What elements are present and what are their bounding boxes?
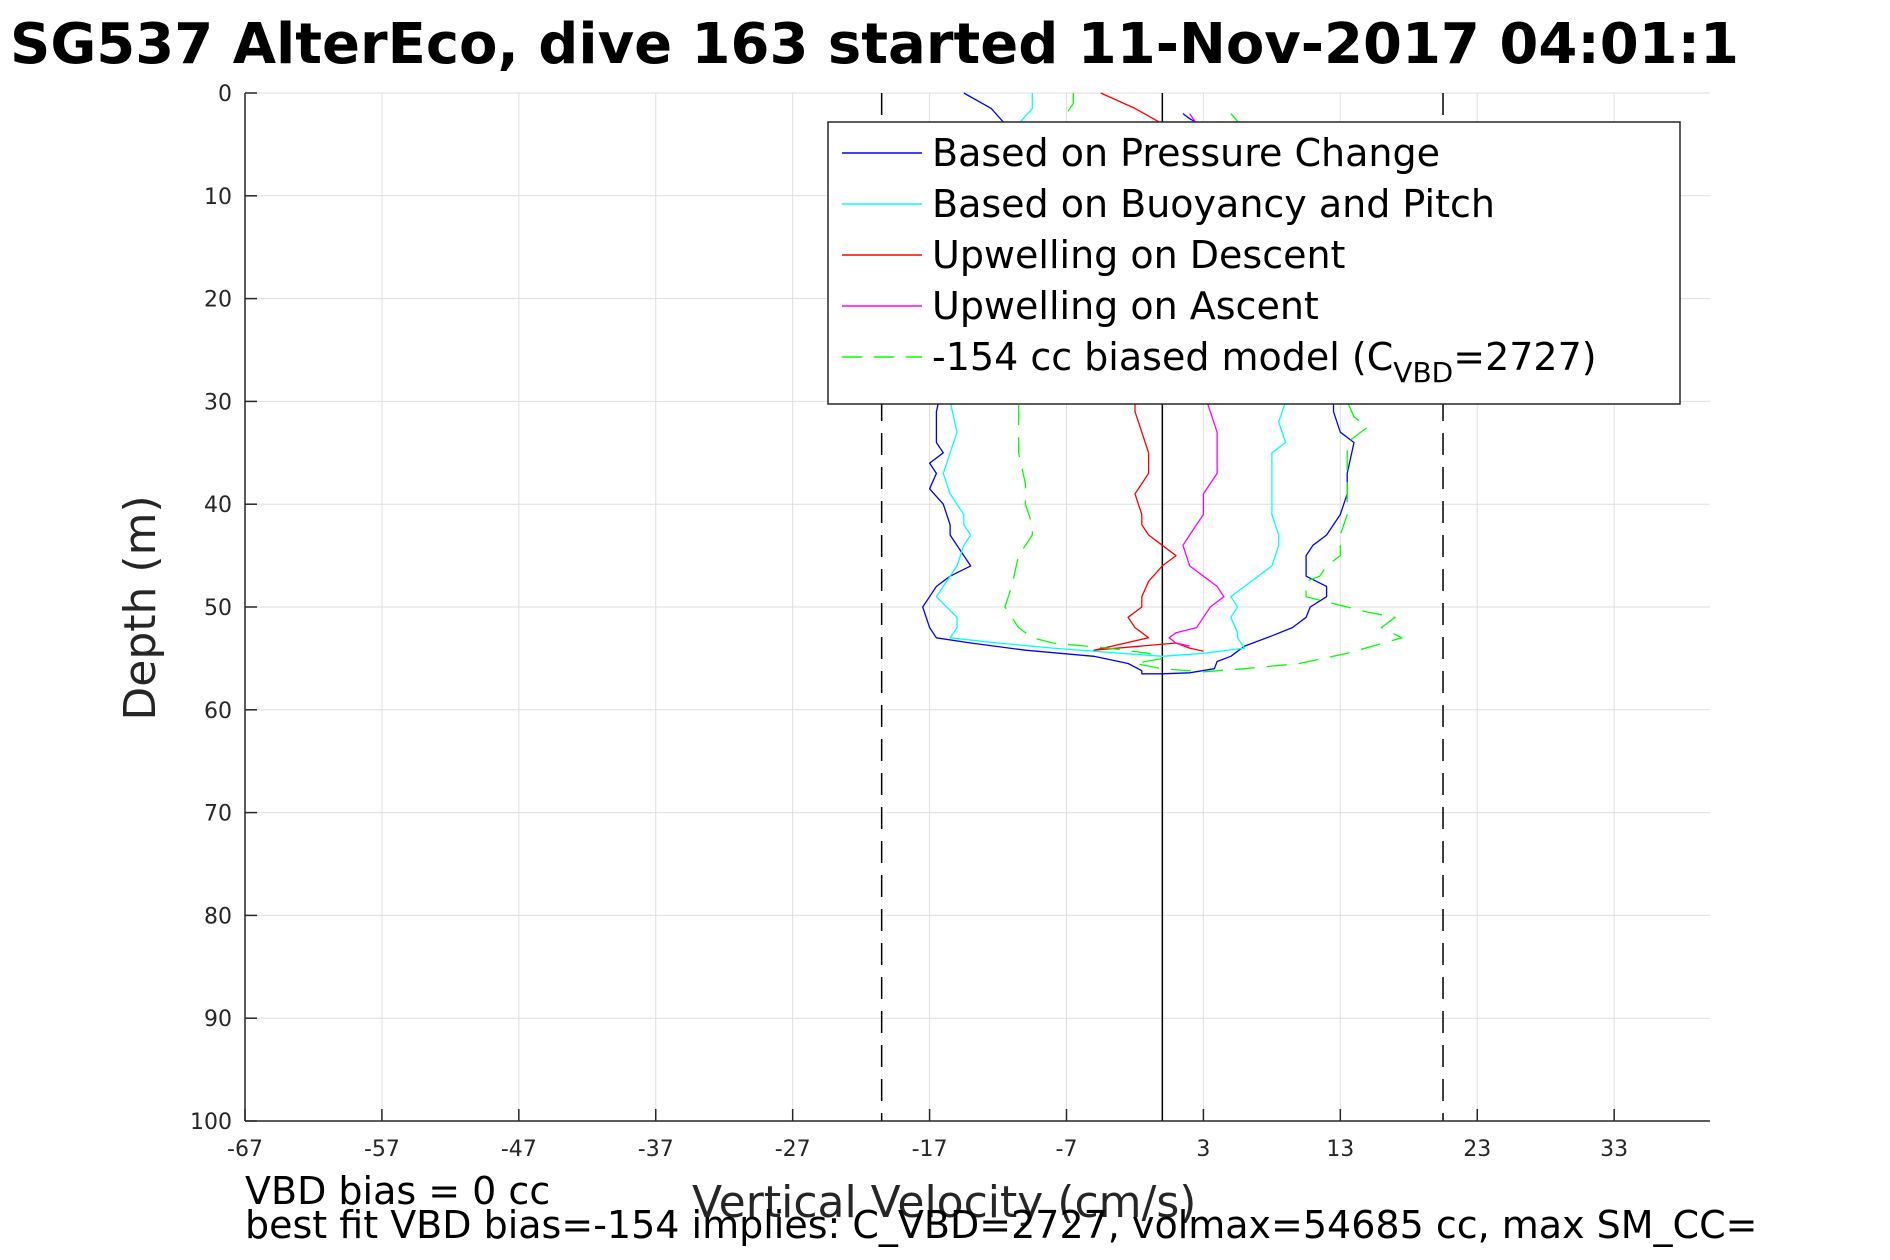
x-axis-label: Vertical Velocity (cm/s) [692,1177,1196,1228]
x-tick-label: -67 [227,1137,263,1162]
y-tick-labels: 0 10 20 30 40 50 60 70 80 90 100 [190,82,232,1135]
x-tick-label: -37 [638,1137,674,1162]
y-tick-label: 40 [204,493,232,518]
series-line-2 [935,93,1287,657]
legend-label-1: Based on Pressure Change [932,131,1440,175]
legend-entries: Based on Pressure Change Based on Buoyanc… [842,131,1597,389]
y-axis-label: Depth (m) [115,495,166,720]
y-tick-label: 20 [204,288,232,313]
x-tick-label: -27 [775,1137,811,1162]
x-tick-label: 3 [1196,1137,1210,1162]
chart-title: SG537 AlterEco, dive 163 started 11-Nov-… [10,12,1739,77]
x-tick-label: 13 [1326,1137,1354,1162]
legend-label-4: Upwelling on Ascent [932,284,1319,328]
legend-box [827,121,1681,405]
y-tick-label: 60 [204,699,232,724]
x-tick-labels: -67 -57 -47 -37 -27 -17 -7 3 13 23 33 [227,1137,1628,1162]
y-tick-label: 50 [204,596,232,621]
y-tick-label: 10 [204,185,232,210]
series-line-5 [1004,93,1403,673]
legend-label-3: Upwelling on Descent [932,233,1345,277]
y-tick-label: 30 [204,390,232,415]
axes [244,92,1710,1122]
x-tick-label: -57 [364,1137,400,1162]
series-line-1 [922,92,1355,675]
y-tick-label: 90 [204,1007,232,1032]
legend-label-main: Based on Pressure Change [932,131,1440,175]
y-tick-label: 70 [204,802,232,827]
best-fit-note: best fit VBD bias=-154 implies: C_VBD=27… [245,1203,1757,1247]
legend: Based on Pressure Change Based on Buoyanc… [827,121,1681,405]
legend-label-subscript: VBD [1393,356,1453,389]
legend-label-main: Upwelling on Descent [932,233,1345,277]
legend-label-tail: =2727) [1453,335,1596,379]
y-tick-label: 0 [218,82,232,107]
y-tick-label: 80 [204,904,232,929]
x-tick-label: 33 [1600,1137,1628,1162]
legend-label-main: Based on Buoyancy and Pitch [932,182,1495,226]
bias-note: VBD bias = 0 cc [245,1169,550,1213]
legend-label-main: Upwelling on Ascent [932,284,1319,328]
x-tick-label: -7 [1056,1137,1078,1162]
legend-label-2: Based on Buoyancy and Pitch [932,182,1495,226]
legend-label-main: -154 cc biased model (C [932,335,1393,379]
x-tick-label: 23 [1463,1137,1491,1162]
legend-label-5: -154 cc biased model (CVBD=2727) [932,335,1597,389]
y-tick-label: 100 [190,1110,232,1135]
x-tick-label: -47 [501,1137,537,1162]
x-tick-label: -17 [912,1137,948,1162]
